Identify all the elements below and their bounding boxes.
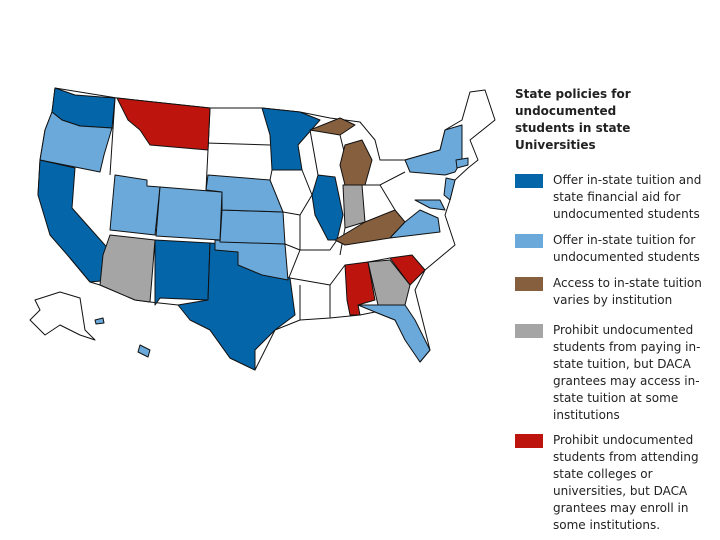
us-map: [29, 87, 496, 371]
state: [357, 304, 431, 363]
legend-title: State policies for undocumented students…: [515, 87, 631, 152]
state: [137, 344, 151, 358]
legend-swatch: [515, 277, 543, 291]
state: [116, 97, 211, 151]
state: [339, 139, 373, 186]
legend-label: Offer in-state tuition for undocumented …: [553, 233, 700, 264]
state: [404, 124, 463, 176]
legend-label: Access to in-state tuition varies by ins…: [553, 276, 702, 307]
state: [39, 111, 113, 173]
state: [311, 174, 344, 241]
state: [214, 239, 289, 281]
state: [443, 177, 456, 201]
state: [99, 234, 156, 303]
state: [154, 239, 211, 306]
legend-swatch: [515, 234, 543, 248]
legend-swatch: [515, 434, 543, 448]
state: [455, 157, 469, 169]
legend-swatch: [515, 174, 543, 188]
alaska: [29, 291, 96, 341]
state: [414, 199, 446, 211]
state: [309, 117, 356, 136]
legend-swatch: [515, 324, 543, 338]
legend-label: Prohibit undocumented students from payi…: [553, 323, 701, 422]
state: [94, 317, 105, 325]
state: [219, 209, 286, 245]
state: [342, 184, 366, 229]
state: [389, 254, 426, 286]
state: [205, 174, 284, 213]
state: [261, 107, 321, 171]
legend-label: Prohibit undocumented students from atte…: [553, 433, 699, 532]
state: [367, 259, 411, 306]
state: [155, 186, 223, 241]
legend-label: Offer in-state tuition and state financi…: [553, 173, 702, 221]
state: [389, 209, 441, 239]
